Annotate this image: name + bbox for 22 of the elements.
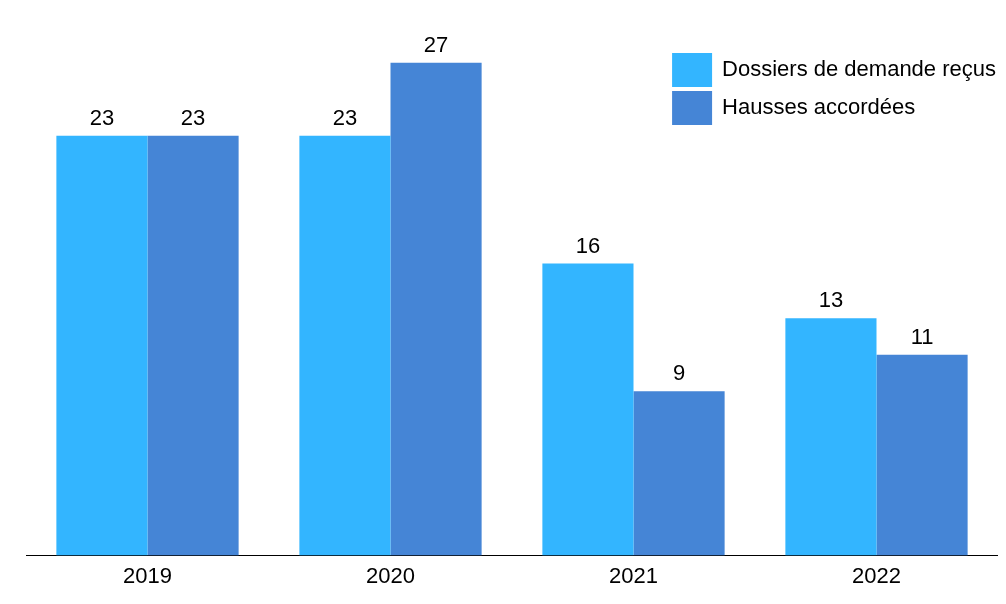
bar	[542, 263, 634, 556]
x-tick-label: 2020	[366, 562, 415, 588]
x-tick-label: 2022	[852, 562, 901, 588]
bar	[785, 318, 877, 556]
data-label: 11	[910, 323, 934, 349]
bar	[390, 62, 482, 556]
bar	[876, 354, 968, 556]
bar	[299, 135, 391, 556]
bar	[56, 135, 148, 556]
data-label: 9	[672, 360, 686, 386]
bar	[147, 135, 239, 556]
data-label: 16	[575, 232, 601, 258]
bar	[633, 391, 725, 556]
data-label: 13	[818, 287, 844, 313]
data-label: 23	[332, 104, 358, 130]
legend-label: Dossiers de demande reçus	[722, 56, 997, 82]
data-label: 23	[180, 104, 206, 130]
x-tick-label: 2019	[123, 562, 172, 588]
data-label: 23	[89, 104, 115, 130]
data-label: 27	[423, 31, 449, 57]
legend-label: Hausses accordées	[722, 94, 916, 120]
x-tick-label: 2021	[609, 562, 658, 588]
